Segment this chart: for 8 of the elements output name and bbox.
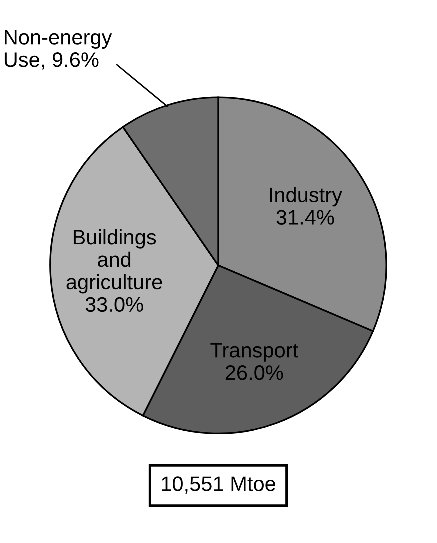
data-label: 31.4% (276, 210, 334, 225)
slice-label: Buildings and agriculture (66, 229, 162, 294)
data-label: 26.0% (226, 366, 284, 380)
text: 10,551 Mtoe (162, 476, 276, 494)
slice-label: Industry (270, 187, 342, 207)
slice-label: Non-energy Use, 9.6% (4, 30, 112, 70)
slice-label: Transport (210, 343, 298, 362)
data-label: 33.0% (86, 297, 144, 312)
